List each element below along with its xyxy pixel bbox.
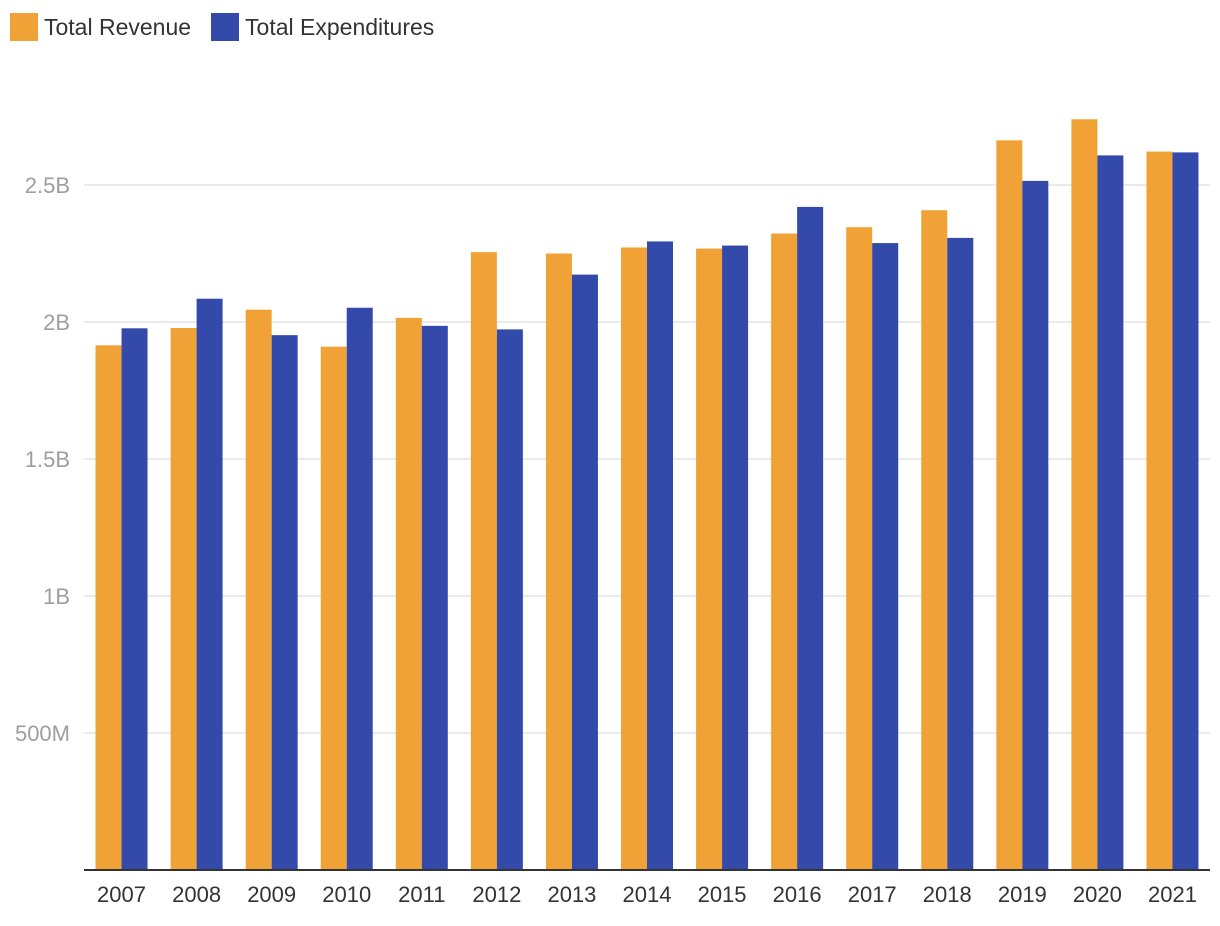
x-tick-label-2009: 2009 bbox=[247, 882, 296, 907]
x-tick-label-2010: 2010 bbox=[322, 882, 371, 907]
bar-total-revenue-2008[interactable] bbox=[170, 328, 197, 870]
bar-total-revenue-2013[interactable] bbox=[545, 253, 572, 871]
x-tick-label-2008: 2008 bbox=[172, 882, 221, 907]
bar-total-revenue-2020[interactable] bbox=[1071, 119, 1098, 871]
x-tick-label-2017: 2017 bbox=[848, 882, 897, 907]
bar-total-expenditures-2011[interactable] bbox=[421, 325, 448, 870]
bar-total-expenditures-2019[interactable] bbox=[1022, 180, 1049, 870]
bar-total-revenue-2012[interactable] bbox=[470, 252, 497, 870]
bar-total-revenue-2007[interactable] bbox=[95, 345, 122, 870]
bar-total-revenue-2016[interactable] bbox=[771, 233, 798, 871]
y-tick-label-500m: 500M bbox=[15, 721, 70, 746]
legend: Total Revenue Total Expenditures bbox=[10, 10, 454, 44]
bar-total-revenue-2015[interactable] bbox=[696, 248, 723, 870]
bar-total-expenditures-2008[interactable] bbox=[196, 298, 223, 871]
bar-total-expenditures-2010[interactable] bbox=[346, 307, 373, 870]
bar-total-expenditures-2007[interactable] bbox=[121, 328, 148, 870]
y-tick-label-1b: 1B bbox=[43, 584, 70, 609]
bar-total-revenue-2017[interactable] bbox=[846, 227, 873, 871]
bar-total-expenditures-2012[interactable] bbox=[496, 329, 523, 870]
x-tick-label-2011: 2011 bbox=[398, 882, 445, 907]
legend-swatch-total-revenue bbox=[10, 13, 38, 41]
bars bbox=[95, 119, 1199, 871]
x-tick-label-2020: 2020 bbox=[1073, 882, 1122, 907]
x-tick-label-2021: 2021 bbox=[1148, 882, 1197, 907]
bar-total-revenue-2018[interactable] bbox=[921, 210, 948, 870]
bar-total-revenue-2009[interactable] bbox=[245, 309, 272, 870]
bar-total-expenditures-2013[interactable] bbox=[571, 274, 598, 870]
legend-item-total-revenue[interactable]: Total Revenue bbox=[10, 13, 191, 41]
bar-total-revenue-2011[interactable] bbox=[395, 317, 422, 870]
x-tick-label-2012: 2012 bbox=[472, 882, 521, 907]
y-tick-label-2-5b: 2.5B bbox=[25, 173, 70, 198]
x-tick-label-2016: 2016 bbox=[773, 882, 822, 907]
bar-total-expenditures-2016[interactable] bbox=[797, 206, 824, 871]
bar-total-revenue-2010[interactable] bbox=[320, 346, 347, 870]
x-axis-ticks: 2007 2008 2009 2010 2011 2012 2013 2014 2015 2016… bbox=[97, 882, 1197, 907]
legend-label-total-expenditures: Total Expenditures bbox=[245, 13, 435, 40]
y-tick-label-1-5b: 1.5B bbox=[25, 447, 70, 472]
bar-total-expenditures-2018[interactable] bbox=[947, 237, 974, 870]
x-tick-label-2015: 2015 bbox=[698, 882, 747, 907]
legend-item-total-expenditures[interactable]: Total Expenditures bbox=[211, 13, 434, 41]
bar-total-revenue-2014[interactable] bbox=[621, 247, 647, 871]
bar-total-expenditures-2020[interactable] bbox=[1097, 155, 1124, 870]
x-tick-label-2014: 2014 bbox=[623, 882, 672, 907]
legend-swatch-total-expenditures bbox=[211, 13, 240, 41]
x-tick-label-2013: 2013 bbox=[547, 882, 596, 907]
x-tick-label-2019: 2019 bbox=[998, 882, 1047, 907]
y-axis-ticks: 500M 1B 1.5B 2B 2.5B bbox=[15, 173, 70, 746]
x-tick-label-2007: 2007 bbox=[97, 882, 146, 907]
bar-total-expenditures-2015[interactable] bbox=[722, 245, 749, 870]
bar-total-revenue-2021[interactable] bbox=[1146, 151, 1173, 870]
legend-label-total-revenue: Total Revenue bbox=[44, 13, 192, 40]
bar-total-expenditures-2017[interactable] bbox=[872, 243, 899, 870]
y-tick-label-2b: 2B bbox=[43, 310, 70, 335]
bar-total-expenditures-2021[interactable] bbox=[1172, 152, 1199, 871]
bar-total-revenue-2019[interactable] bbox=[996, 140, 1023, 870]
x-tick-label-2018: 2018 bbox=[923, 882, 972, 907]
bar-total-expenditures-2014[interactable] bbox=[647, 241, 673, 871]
bar-total-expenditures-2009[interactable] bbox=[271, 335, 298, 871]
